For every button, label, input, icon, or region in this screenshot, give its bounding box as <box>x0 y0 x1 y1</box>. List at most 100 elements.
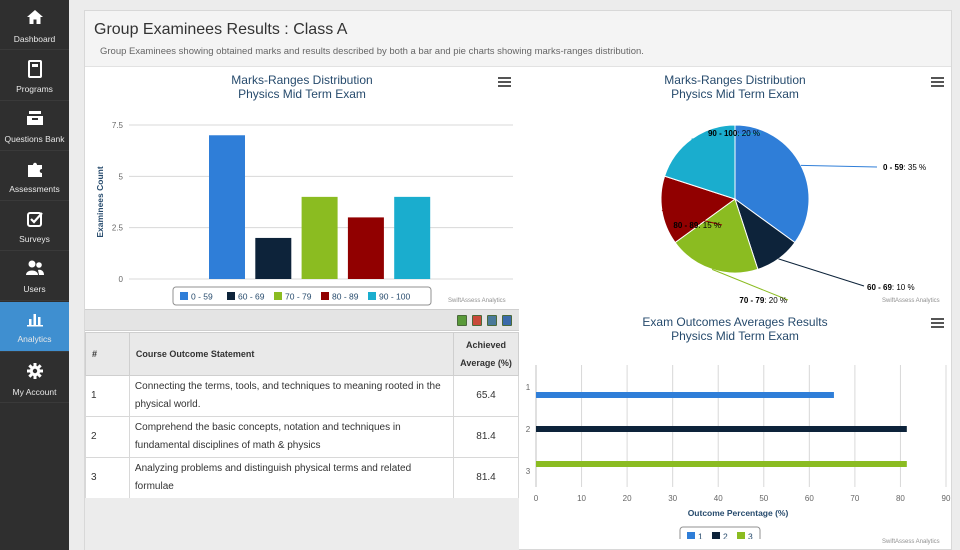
lower-left-area <box>85 498 519 550</box>
sidebar-item-label: Programs <box>16 84 53 94</box>
hbar-chart-y-tick: 3 <box>526 467 531 476</box>
pie-chart-title-block: Marks-Ranges Distribution Physics Mid Te… <box>519 73 951 101</box>
page-header: Group Examinees Results : Class A Group … <box>85 11 951 67</box>
hbar-chart-y-tick: 1 <box>526 383 531 392</box>
cell-number: 2 <box>85 416 130 458</box>
pie-chart-connector <box>800 164 878 168</box>
sidebar: Dashboard Programs Questions Bank Assess… <box>0 0 69 550</box>
pie-chart-connector <box>661 210 723 226</box>
pie-chart-slice <box>674 198 759 274</box>
hbar-chart-x-axis-label: Outcome Percentage (%) <box>688 508 789 518</box>
pie-chart-credit: SwiftAssess Analytics <box>882 298 940 304</box>
column-header-statement: Course Outcome Statement <box>128 332 455 376</box>
hbar-chart-subtitle: Physics Mid Term Exam <box>671 329 799 343</box>
export-word-icon[interactable] <box>502 315 512 326</box>
pie-chart-menu-icon[interactable] <box>931 77 944 87</box>
cell-statement: Analyzing problems and distinguish physi… <box>128 457 455 499</box>
sidebar-item-label: Analytics <box>17 334 52 344</box>
hbar-chart-y-tick: 2 <box>526 425 531 434</box>
bar-chart-y-tick: 7.5 <box>112 121 124 130</box>
sidebar-item-users[interactable]: Users <box>0 251 69 301</box>
hbar-chart-legend-swatch <box>712 532 720 539</box>
column-header-achieved-line2: Average (%) <box>460 358 512 368</box>
bar-chart-legend-swatch <box>321 292 329 300</box>
pie-chart-label-name: 0 - 59 <box>883 163 904 172</box>
hbar-chart-x-tick: 20 <box>623 494 632 503</box>
sidebar-item-analytics[interactable]: Analytics <box>0 302 69 352</box>
hbar-chart-legend-label: 2 <box>723 532 728 540</box>
bar-chart-subtitle: Physics Mid Term Exam <box>238 87 366 101</box>
sidebar-item-my-account[interactable]: My Account <box>0 353 69 403</box>
table-header-row: # Course Outcome Statement Achieved Aver… <box>85 332 519 376</box>
table-row: 1 Connecting the terms, tools, and techn… <box>85 375 519 417</box>
users-icon <box>0 260 69 278</box>
pie-chart-label-name: 60 - 69 <box>867 283 892 292</box>
sidebar-item-label: My Account <box>12 387 57 397</box>
bar-chart-legend-swatch <box>227 292 235 300</box>
bar-chart-title-block: Marks-Ranges Distribution Physics Mid Te… <box>85 73 519 101</box>
checkbox-icon <box>0 210 69 228</box>
pie-chart: 0 - 59: 35 %60 - 69: 10 %70 - 79: 20 %80… <box>660 124 926 305</box>
hbar-chart-title: Exam Outcomes Averages Results <box>642 315 828 329</box>
page-description: Group Examinees showing obtained marks a… <box>100 46 644 57</box>
bar-chart-menu-icon[interactable] <box>498 77 511 87</box>
cell-number: 1 <box>85 375 130 417</box>
pie-chart-label-value: : 20 % <box>764 296 787 305</box>
sidebar-item-surveys[interactable]: Surveys <box>0 201 69 251</box>
sidebar-item-dashboard[interactable]: Dashboard <box>0 0 69 50</box>
table-toolbar <box>85 309 519 331</box>
pie-chart-label-name: 90 - 100 <box>708 129 738 138</box>
hbar-chart-x-tick: 60 <box>805 494 814 503</box>
cell-number: 3 <box>85 457 130 499</box>
hbar-chart: 0 10 20 30 40 50 60 70 80 90 Outcome Percentage (%… <box>526 365 951 540</box>
sidebar-item-label: Dashboard <box>13 34 56 44</box>
bar-chart-y-tick: 5 <box>119 172 124 181</box>
export-excel-icon[interactable] <box>457 315 467 326</box>
hbar-chart-x-tick: 70 <box>850 494 859 503</box>
bar-chart-credit: SwiftAssess Analytics <box>448 298 506 304</box>
column-header-number: # <box>85 332 130 376</box>
hbar-chart-x-tick: 40 <box>714 494 723 503</box>
pie-chart-label: 0 - 59: 35 % <box>883 163 926 172</box>
bar-chart-bar <box>209 135 245 279</box>
column-header-achieved-line1: Achieved <box>466 340 507 350</box>
pie-chart-label: 90 - 100: 20 % <box>708 129 760 138</box>
bar-chart-legend: 0 - 59 60 - 69 70 - 79 80 - 89 90 - 100 <box>172 286 432 306</box>
bar-chart-legend-label: 80 - 89 <box>332 292 359 302</box>
outcomes-table: # Course Outcome Statement Achieved Aver… <box>85 332 519 499</box>
pie-chart-label: 80 - 89: 15 % <box>673 221 721 230</box>
hbar-chart-x-tick: 80 <box>896 494 905 503</box>
sidebar-item-label: Assessments <box>9 184 60 194</box>
hbar-chart-menu-icon[interactable] <box>931 318 944 328</box>
hbar-chart-legend-swatch <box>687 532 695 539</box>
bar-chart-y-tick: 0 <box>119 275 124 284</box>
bar-chart-legend-label: 70 - 79 <box>285 292 312 302</box>
hbar-chart-credit: SwiftAssess Analytics <box>882 539 940 545</box>
bar-chart-legend-swatch <box>368 292 376 300</box>
page-title: Group Examinees Results : Class A <box>94 21 348 38</box>
hbar-chart-x-tick: 30 <box>668 494 677 503</box>
export-pdf-icon[interactable] <box>472 315 482 326</box>
bar-chart-legend-label: 0 - 59 <box>191 292 213 302</box>
sidebar-item-questions-bank[interactable]: Questions Bank <box>0 101 69 151</box>
bar-chart: 0 2.5 5 7.5 Examinees Count 0 - 59 60 - 69 70 -… <box>95 121 513 306</box>
pie-chart-label-value: : 10 % <box>892 283 915 292</box>
sidebar-item-programs[interactable]: Programs <box>0 51 69 101</box>
hbar-chart-bar <box>536 461 907 467</box>
sidebar-item-label: Surveys <box>19 234 50 244</box>
column-header-achieved-average: Achieved Average (%) <box>453 332 519 376</box>
inbox-icon <box>0 110 69 128</box>
hbar-chart-bar <box>536 426 907 432</box>
bar-chart-bar <box>301 196 338 279</box>
hbar-chart-x-tick: 90 <box>942 494 951 503</box>
hbar-chart-legend-label: 1 <box>698 532 703 540</box>
export-csv-icon[interactable] <box>487 315 497 326</box>
pie-chart-slice <box>734 124 810 244</box>
sidebar-item-assessments[interactable]: Assessments <box>0 151 69 201</box>
main-panel: Group Examinees Results : Class A Group … <box>84 10 952 550</box>
bar-chart-legend-swatch <box>180 292 188 300</box>
cell-average: 81.4 <box>453 457 519 499</box>
hbar-chart-legend-label: 3 <box>748 532 753 540</box>
hbar-chart-legend: 1 2 3 <box>679 526 761 540</box>
bar-chart-legend-box <box>172 286 432 306</box>
